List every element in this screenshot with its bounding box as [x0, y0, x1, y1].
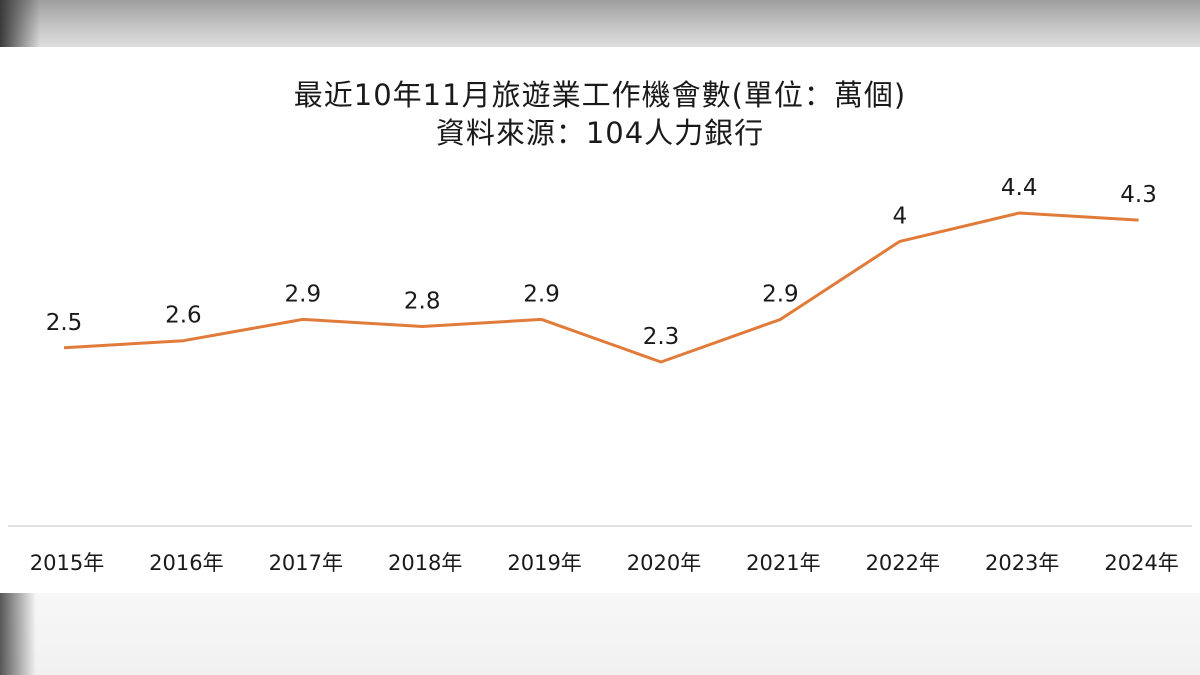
- data-label: 2.8: [404, 289, 441, 315]
- data-label: 2.9: [762, 281, 799, 307]
- x-tick-label: 2020年: [627, 551, 701, 575]
- chart-panel: 最近10年11月旅遊業工作機會數(單位：萬個) 資料來源：104人力銀行: [0, 47, 1200, 593]
- x-tick-label: 2024年: [1104, 551, 1178, 575]
- bottom-background-band: [0, 593, 1200, 675]
- series-line: [63, 211, 1139, 364]
- data-label: 2.5: [46, 310, 83, 336]
- data-label: 2.3: [643, 324, 680, 350]
- x-tick-label: 2019年: [507, 551, 581, 575]
- data-label: 2.9: [285, 281, 322, 307]
- x-tick-label: 2016年: [149, 551, 223, 575]
- data-label: 4.4: [1001, 175, 1038, 201]
- data-label: 4.3: [1120, 182, 1157, 208]
- data-label: 2.9: [523, 281, 560, 307]
- x-tick-label: 2021年: [746, 551, 820, 575]
- chart-title: 最近10年11月旅遊業工作機會數(單位：萬個): [293, 78, 907, 112]
- x-tick-label: 2022年: [866, 551, 940, 575]
- line-chart: 2.5 2.6 2.9 2.8 2.9 2.3 2.9 4 4.4 4.3 2015年 2016年 20…: [8, 175, 1192, 575]
- chart-subtitle: 資料來源：104人力銀行: [435, 116, 765, 150]
- x-tick-label: 2023年: [985, 551, 1059, 575]
- data-label: 4: [892, 203, 907, 229]
- data-label: 2.6: [165, 303, 202, 329]
- top-background-band: [0, 0, 1200, 47]
- x-tick-label: 2018年: [388, 551, 462, 575]
- x-tick-label: 2015年: [30, 551, 104, 575]
- x-tick-label: 2017年: [269, 551, 343, 575]
